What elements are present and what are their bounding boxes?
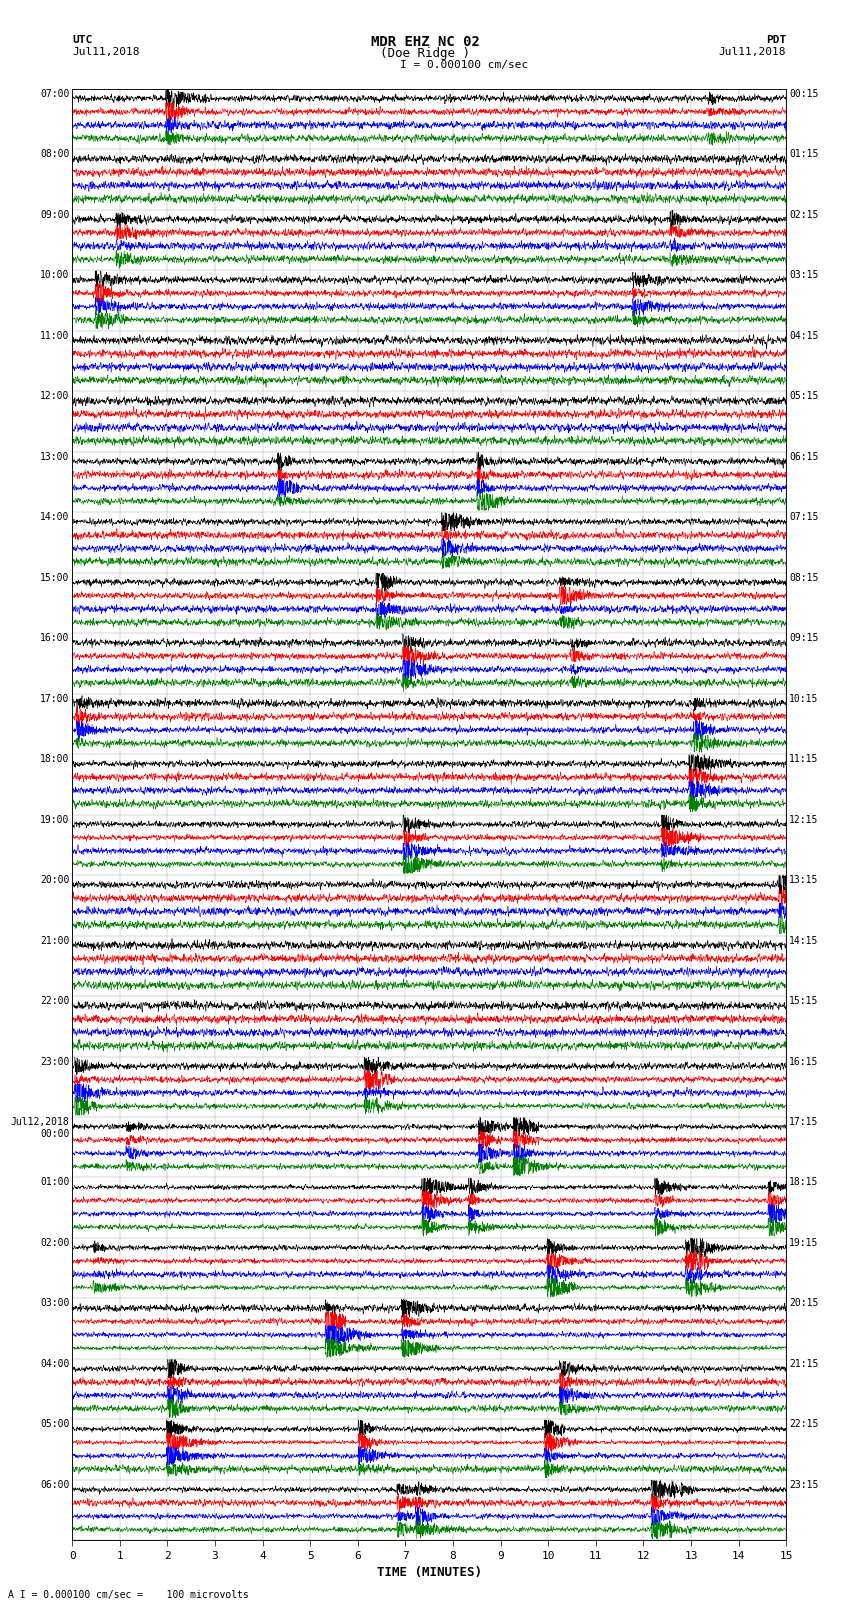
Text: PDT: PDT <box>766 35 786 45</box>
Text: Jul11,2018: Jul11,2018 <box>719 47 786 56</box>
Text: A I = 0.000100 cm/sec =    100 microvolts: A I = 0.000100 cm/sec = 100 microvolts <box>8 1590 249 1600</box>
Text: (Doe Ridge ): (Doe Ridge ) <box>380 47 470 60</box>
Text: UTC: UTC <box>72 35 93 45</box>
Text: MDR EHZ NC 02: MDR EHZ NC 02 <box>371 35 479 50</box>
X-axis label: TIME (MINUTES): TIME (MINUTES) <box>377 1566 482 1579</box>
Text: Jul11,2018: Jul11,2018 <box>72 47 139 56</box>
Text: I = 0.000100 cm/sec: I = 0.000100 cm/sec <box>400 60 528 69</box>
